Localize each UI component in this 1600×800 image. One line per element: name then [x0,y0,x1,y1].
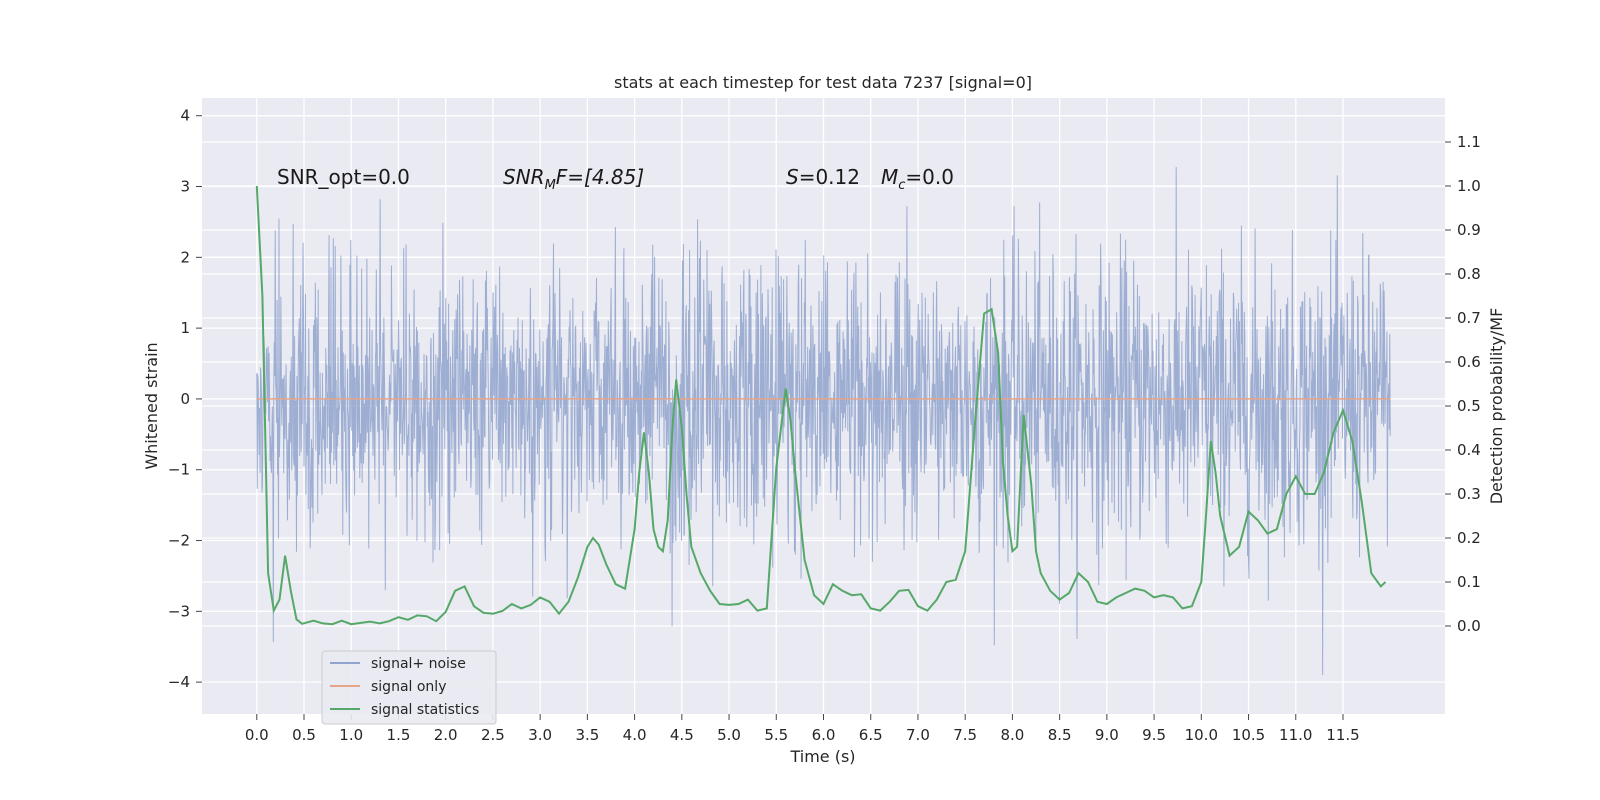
y-right-tick-label: 0.6 [1457,353,1481,371]
legend-box [321,650,497,725]
legend-label-signal-statistics: signal statistics [371,702,479,718]
x-tick-label: 7.0 [906,726,930,744]
x-tick-label: 8.0 [1000,726,1024,744]
x-tick-label: 4.5 [670,726,694,744]
x-tick-label: 5.5 [764,726,788,744]
y-right-axis-title: Detection probability/MF [1487,308,1506,505]
y-tick-label: −2 [168,532,190,550]
y-right-tick-label: 1.0 [1457,177,1481,195]
x-tick-label: 9.0 [1095,726,1119,744]
x-tick-label: 3.5 [575,726,599,744]
x-tick-label: 9.5 [1142,726,1166,744]
y-tick-label: 2 [180,248,190,266]
y-right-tick-label: 0.5 [1457,397,1481,415]
x-tick-label: 11.5 [1326,726,1359,744]
x-tick-label: 5.0 [717,726,741,744]
x-tick-label: 6.0 [812,726,836,744]
snr-mf-sub: M [545,178,556,193]
annotation-snr-opt: SNR_opt=0.0 [277,165,410,189]
mc-sub: c [898,178,905,193]
legend-label-signal-noise: signal+ noise [371,656,466,672]
signal-statistics-series [255,185,1387,626]
x-tick-label: 11.0 [1279,726,1312,744]
y-right-tick-label: 0.0 [1457,617,1481,635]
x-tick-label: 1.0 [339,726,363,744]
y-right-tick-label: 0.8 [1457,265,1481,283]
y-tick-label: 1 [180,319,190,337]
y-tick-label: 3 [180,178,190,196]
mc-symbol: M [881,165,898,189]
y-right-tick-label: 0.4 [1457,441,1481,459]
y-axis-title: Whitened strain [142,342,161,469]
x-tick-label: 4.0 [623,726,647,744]
snr-mf-suffix: F=[4.85] [556,165,644,189]
x-tick-label: 6.5 [859,726,883,744]
s-value: =0.12 [799,165,860,189]
annotation-snr-mf: SNRMF=[4.85] [503,165,644,193]
y-right-tick-label: 0.9 [1457,221,1481,239]
snr-mf-prefix: SNR [503,165,545,189]
y-right-tick-label: 1.1 [1457,133,1481,151]
x-tick-label: 8.5 [1048,726,1072,744]
y-right-tick-label: 0.1 [1457,573,1481,591]
signal-noise-series [256,167,1391,676]
x-tick-label: 10.5 [1232,726,1265,744]
y-right-tick-label: 0.2 [1457,529,1481,547]
y-tick-label: 0 [180,390,190,408]
y-tick-label: −1 [168,461,190,479]
y-right-tick-label: 0.7 [1457,309,1481,327]
y-tick-label: 4 [180,107,190,125]
x-tick-label: 10.0 [1185,726,1218,744]
mc-value: =0.0 [905,165,954,189]
y-tick-label: −3 [168,602,190,620]
x-tick-label: 0.0 [245,726,269,744]
x-tick-label: 3.0 [528,726,552,744]
x-tick-label: 2.5 [481,726,505,744]
legend-label-signal-only: signal only [371,679,446,695]
s-symbol: S [786,165,799,189]
annotation-mc: Mc=0.0 [881,165,954,193]
signal-noise-path [256,167,1391,676]
legend: signal+ noise signal only signal statist… [321,650,497,725]
x-axis-title: Time (s) [789,747,855,766]
x-tick-label: 7.5 [953,726,977,744]
y-tick-label: −4 [168,673,190,691]
y-right-tick-label: 0.3 [1457,485,1481,503]
annotation-s: S=0.12 [786,165,860,189]
chart-title: stats at each timestep for test data 723… [614,73,1032,92]
axis-ticks: 0.0 0.5 1.0 1.5 2.0 2.5 3.0 3.5 4.0 4.5 5.0 5.5 6.0 6… [168,107,1481,744]
x-tick-label: 1.5 [387,726,411,744]
x-tick-label: 2.0 [434,726,458,744]
x-tick-label: 0.5 [292,726,316,744]
